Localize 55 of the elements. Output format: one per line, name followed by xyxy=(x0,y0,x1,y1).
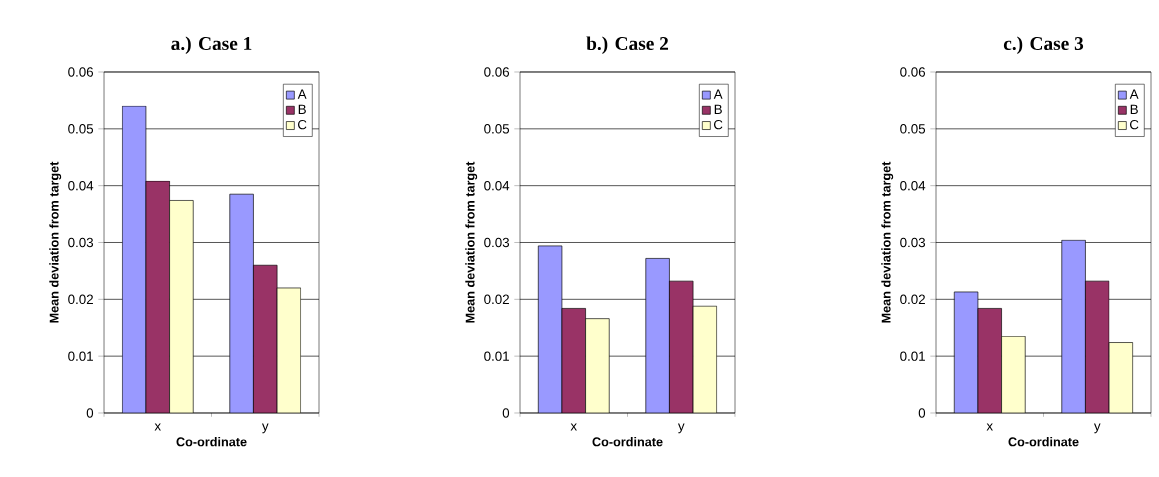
y-tick-label: 0.02 xyxy=(900,294,925,305)
bar xyxy=(253,264,278,413)
y-tick-label: 0.06 xyxy=(900,67,926,77)
x-tick-label: x xyxy=(154,423,161,431)
y-tick-label: 0.04 xyxy=(484,180,510,191)
legend-label: A xyxy=(297,89,307,99)
x-tick-label: y xyxy=(261,423,269,434)
bar xyxy=(145,180,170,413)
y-tick-label: 0.03 xyxy=(900,237,926,248)
y-tick-label: 0.01 xyxy=(900,351,925,361)
bar xyxy=(645,258,670,413)
y-tick-label: 0.05 xyxy=(68,124,94,134)
y-tick-label: 0.05 xyxy=(900,124,926,134)
y-axis-title: Mean deviation from target xyxy=(49,161,62,323)
y-tick-label: 0 xyxy=(86,408,94,418)
bar xyxy=(537,245,563,413)
bar xyxy=(953,291,979,413)
legend-label: C xyxy=(298,119,307,130)
legend-label: B xyxy=(298,104,306,114)
y-tick-label: 0.03 xyxy=(484,237,510,248)
y-axis-title: Mean deviation from target xyxy=(465,161,478,323)
x-axis-title: Co-ordinate xyxy=(592,437,663,447)
legend-label: C xyxy=(714,119,723,130)
chart-title: c.) Case 3 xyxy=(1003,36,1084,54)
legend-label: A xyxy=(713,89,723,99)
bar xyxy=(561,308,586,413)
y-tick-label: 0.04 xyxy=(900,180,926,191)
y-tick-label: 0.03 xyxy=(68,237,94,248)
x-axis-title: Co-ordinate xyxy=(176,437,247,447)
y-tick-label: 0.04 xyxy=(68,180,94,191)
y-tick-label: 0.02 xyxy=(68,294,93,305)
x-tick-label: x xyxy=(570,423,577,431)
y-tick-label: 0.01 xyxy=(484,351,509,361)
y-axis-title: Mean deviation from target xyxy=(881,161,894,323)
y-tick-label: 0.02 xyxy=(484,294,509,305)
y-tick-label: 0.06 xyxy=(484,67,510,77)
legend-label: A xyxy=(1129,89,1139,99)
bar xyxy=(977,308,1002,413)
chart-title: a.) Case 1 xyxy=(171,36,252,54)
legend-label: C xyxy=(1129,119,1139,130)
y-tick-label: 0.05 xyxy=(484,124,510,134)
bar xyxy=(1085,280,1110,413)
y-tick-label: 0 xyxy=(918,408,926,418)
chart-title: b.) Case 2 xyxy=(586,36,669,54)
y-tick-label: 0.01 xyxy=(68,351,93,361)
legend-label: B xyxy=(714,104,722,114)
x-tick-label: y xyxy=(677,423,685,434)
legend-label: B xyxy=(1130,104,1138,114)
x-tick-label: y xyxy=(1093,423,1101,434)
y-tick-label: 0 xyxy=(502,408,510,418)
y-tick-label: 0.06 xyxy=(68,67,94,77)
x-tick-label: x xyxy=(986,423,993,431)
bar xyxy=(1061,239,1086,413)
bar xyxy=(669,280,694,413)
x-axis-title: Co-ordinate xyxy=(1008,437,1079,447)
